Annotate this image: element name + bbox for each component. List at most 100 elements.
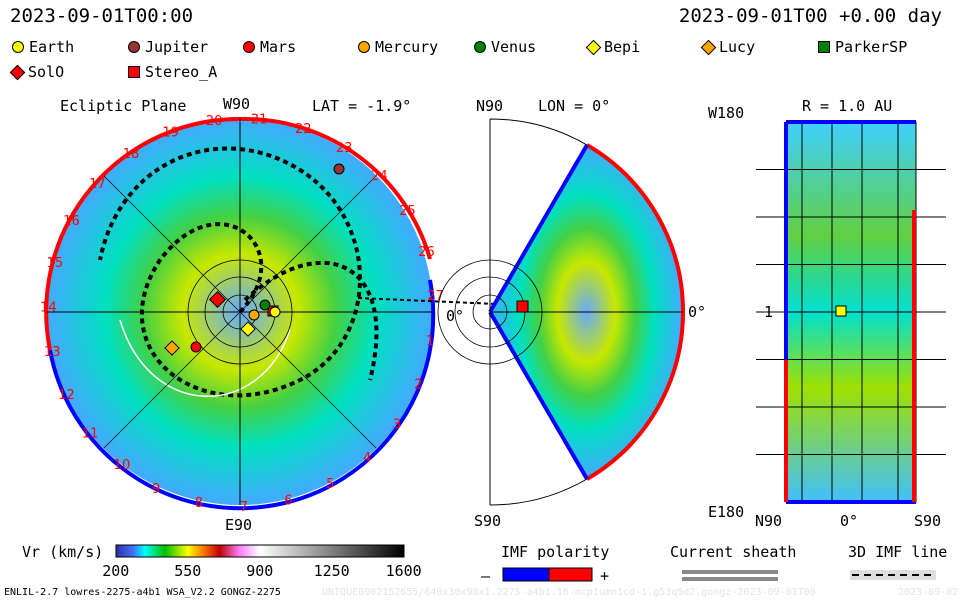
polarity-rim-positive [44, 116, 241, 351]
colorbar-tick: 200 [102, 562, 130, 580]
square-marker-icon [818, 41, 830, 53]
rim-number: 8 [195, 496, 203, 511]
rim-number: 24 [371, 169, 388, 184]
contour [119, 319, 291, 397]
rim-number: 17 [89, 177, 106, 192]
run-id: UNIQUE0902152655/640x30x90x1.2275-a4b1.1… [322, 587, 816, 598]
rim-number: 21 [251, 113, 268, 128]
radial-mid-label: 1 [764, 303, 774, 321]
sheath-swatch [682, 570, 778, 574]
rim-number: 9 [152, 482, 160, 497]
meridional-plot [437, 118, 686, 506]
rim-number: 14 [40, 300, 57, 315]
right-timestamp: 2023-09-01T00 +0.00 day [678, 5, 942, 27]
circle-marker-icon [358, 41, 370, 53]
rim-number: 25 [399, 204, 416, 219]
colorbar-tick: 1600 [385, 562, 422, 580]
ecliptic-bottom-label: E90 [225, 516, 253, 534]
marker-earth [269, 306, 281, 318]
legend-item: Stereo_A [128, 63, 217, 81]
rim-number: 16 [63, 214, 80, 229]
meridional-lon-label: LON = 0° [538, 97, 611, 115]
ecliptic-right-label: 0° [446, 307, 465, 325]
marker-earth [835, 305, 847, 317]
square-marker-icon [128, 66, 140, 78]
legend-label: Mars [260, 38, 297, 56]
imf-polarity-label: IMF polarity [501, 543, 610, 561]
circle-marker-icon [128, 41, 140, 53]
legend-label: Stereo_A [145, 63, 218, 81]
radial-top-label: W180 [708, 104, 745, 122]
marker-bepi [240, 321, 256, 337]
marker-solo [209, 291, 226, 308]
circle-marker-icon [12, 41, 24, 53]
imf-plus: + [600, 567, 610, 585]
meridional-right-label: 0° [688, 303, 707, 321]
legend-item: Mars [243, 38, 296, 56]
imf-line-label: 3D IMF line [848, 543, 948, 561]
rim-number: 26 [418, 245, 435, 260]
left-timestamp: 2023-09-01T00:00 [10, 5, 194, 27]
colorbar-tick: 550 [174, 562, 202, 580]
legend-item: Venus [474, 38, 536, 56]
rim-number: 2 [414, 378, 422, 393]
colorbar-tick: 1250 [313, 562, 350, 580]
marker-jupiter [333, 163, 345, 175]
radial-map-plot [756, 120, 946, 504]
legend-label: Earth [29, 38, 75, 56]
rim-number: 12 [58, 388, 75, 403]
marker-lucy [164, 340, 180, 356]
legend-label: ParkerSP [835, 38, 908, 56]
legend-label: Bepi [604, 38, 641, 56]
legend-label: Mercury [375, 38, 439, 56]
legend-item: Bepi [585, 38, 641, 56]
rim-number: 20 [206, 114, 223, 129]
legend-item: SolO [9, 63, 65, 81]
sheath-swatch [682, 577, 778, 581]
rim-number: 13 [44, 345, 61, 360]
circle-marker-icon [243, 41, 255, 53]
rim-number: 22 [295, 122, 312, 137]
legend-item: Earth [12, 38, 74, 56]
rim-number: 3 [393, 417, 401, 432]
marker-mercury [248, 309, 260, 321]
colorbar [115, 544, 405, 558]
legend-item: Lucy [700, 38, 756, 56]
imf-negative-swatch [502, 567, 550, 582]
legend-label: Jupiter [145, 38, 209, 56]
radial-x-mid: 0° [840, 512, 859, 530]
model-info: ENLIL-2.7 lowres-2275-a4b1 WSA_V2.2 GONG… [4, 587, 281, 598]
legend-label: Lucy [719, 38, 756, 56]
rim-number: 15 [47, 256, 64, 271]
current-sheath-label: Current sheath [670, 543, 797, 561]
colorbar-tick: 900 [246, 562, 274, 580]
marker-mars [190, 341, 202, 353]
marker-stereo-a [516, 300, 529, 313]
ecliptic-title: Ecliptic Plane [60, 97, 187, 115]
ecliptic-lat-label: LAT = -1.9° [312, 97, 412, 115]
marker-venus [259, 299, 271, 311]
colorbar-label: Vr (km/s) [22, 543, 104, 561]
ecliptic-top-label: W90 [223, 95, 251, 113]
radial-r-label: R = 1.0 AU [802, 97, 893, 115]
polarity-rim-negative [48, 279, 436, 511]
rim-number: 11 [82, 426, 99, 441]
radial-x-right: S90 [914, 512, 942, 530]
imf-minus: – [481, 567, 491, 585]
legend-label: Venus [491, 38, 537, 56]
legend-label: SolO [28, 63, 65, 81]
rim-number: 7 [240, 500, 248, 515]
polarity-rim-positive [239, 116, 432, 260]
rim-number: 5 [326, 477, 334, 492]
rim-number: 6 [284, 493, 292, 508]
meridional-bottom-label: S90 [474, 512, 502, 530]
legend-item: ParkerSP [818, 38, 907, 56]
run-date: 2023-09-02 [898, 587, 959, 598]
legend-item: Mercury [358, 38, 438, 56]
radial-x-left: N90 [755, 512, 783, 530]
legend-item: Jupiter [128, 38, 208, 56]
imf-positive-swatch [548, 567, 593, 582]
